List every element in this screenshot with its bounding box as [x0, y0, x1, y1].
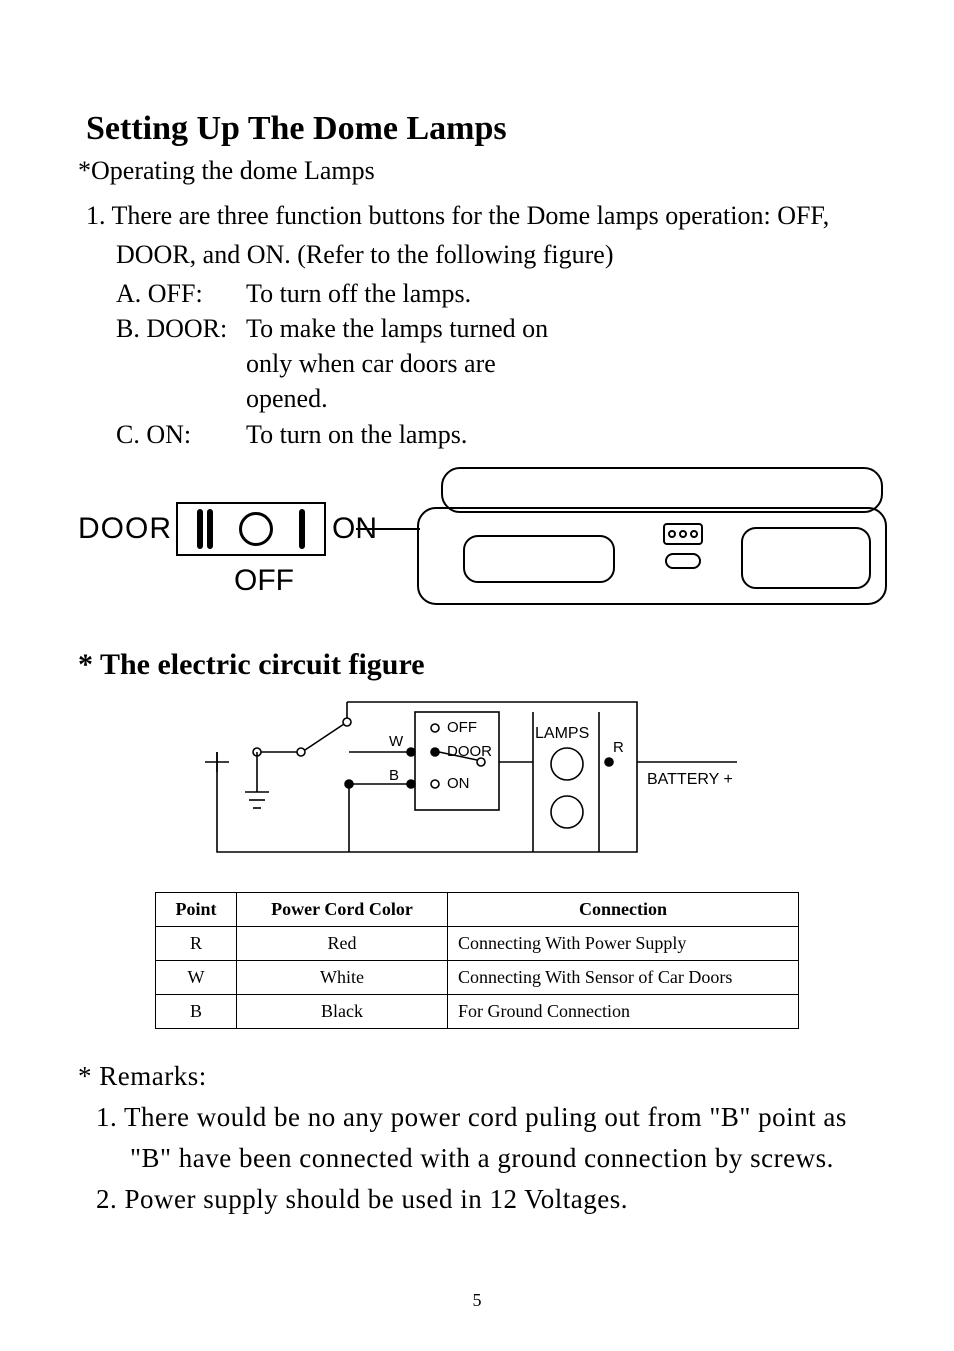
cell-color: Black	[237, 994, 448, 1028]
cord-table: Point Power Cord Color Connection R Red …	[155, 892, 799, 1029]
function-on-text: To turn on the lamps.	[246, 417, 876, 452]
cell-color: White	[237, 960, 448, 994]
table-row: W White Connecting With Sensor of Car Do…	[156, 960, 799, 994]
page: Setting Up The Dome Lamps *Operating the…	[0, 0, 954, 1351]
function-on: C. ON: To turn on the lamps.	[116, 417, 876, 452]
panel-diagram	[412, 458, 892, 608]
circuit-label-door: DOOR	[447, 743, 492, 760]
circuit-label-battery: BATTERY +	[647, 771, 733, 788]
page-title: Setting Up The Dome Lamps	[86, 110, 876, 148]
circuit-label-w: W	[389, 733, 404, 750]
cell-color: Red	[237, 926, 448, 960]
table-row: R Red Connecting With Power Supply	[156, 926, 799, 960]
circuit-heading: * The electric circuit figure	[78, 648, 876, 682]
switch-on-bar-icon	[299, 509, 305, 549]
switch-box	[176, 502, 326, 556]
circuit-diagram: OFF DOOR ON W B LAMPS R BATTERY +	[197, 692, 757, 872]
circuit-label-lamps: LAMPS	[535, 725, 589, 742]
remarks-item-1-line-1: 1. There would be no any power cord puli…	[96, 1098, 876, 1137]
page-number: 5	[0, 1290, 954, 1311]
function-off-text: To turn off the lamps.	[246, 276, 876, 311]
cell-connection: Connecting With Power Supply	[448, 926, 799, 960]
th-point: Point	[156, 892, 237, 926]
cell-point: W	[156, 960, 237, 994]
switch-door-label: DOOR	[78, 512, 172, 546]
operating-subtitle: *Operating the dome Lamps	[78, 156, 876, 186]
circuit-label-b: B	[389, 767, 399, 784]
switch-off-label: OFF	[234, 564, 294, 598]
switch-figure: DOOR ON OFF	[78, 458, 876, 628]
function-door-text-1: To make the lamps turned on	[246, 311, 876, 346]
switch-connector-line	[356, 528, 420, 530]
cell-point: B	[156, 994, 237, 1028]
circuit-label-off: OFF	[447, 719, 477, 736]
switch-off-circle-icon	[239, 512, 273, 546]
remarks-item-2-line-1: 2. Power supply should be used in 12 Vol…	[96, 1180, 876, 1219]
intro-line-1: 1. There are three function buttons for …	[86, 198, 876, 233]
intro-line-2: DOOR, and ON. (Refer to the following fi…	[116, 237, 876, 272]
function-door-text-2: only when car doors are	[246, 346, 876, 381]
switch-left-group: DOOR ON	[78, 502, 377, 556]
function-door-text: To make the lamps turned on only when ca…	[246, 311, 876, 416]
cord-table-wrap: Point Power Cord Color Connection R Red …	[78, 892, 876, 1029]
function-door-label: B. DOOR:	[116, 311, 246, 416]
circuit-label-on: ON	[447, 775, 470, 792]
circuit-label-r: R	[613, 739, 624, 756]
remarks-heading: * Remarks:	[78, 1061, 876, 1092]
table-header-row: Point Power Cord Color Connection	[156, 892, 799, 926]
function-on-label: C. ON:	[116, 417, 246, 452]
function-off-label: A. OFF:	[116, 276, 246, 311]
th-color: Power Cord Color	[237, 892, 448, 926]
cell-point: R	[156, 926, 237, 960]
table-row: B Black For Ground Connection	[156, 994, 799, 1028]
switch-door-bars-icon	[197, 509, 213, 549]
remarks-item-1-line-2: "B" have been connected with a ground co…	[130, 1139, 876, 1178]
th-connection: Connection	[448, 892, 799, 926]
cell-connection: For Ground Connection	[448, 994, 799, 1028]
function-door: B. DOOR: To make the lamps turned on onl…	[116, 311, 876, 416]
function-door-text-3: opened.	[246, 381, 876, 416]
circuit-figure-wrap: OFF DOOR ON W B LAMPS R BATTERY +	[78, 692, 876, 872]
cell-connection: Connecting With Sensor of Car Doors	[448, 960, 799, 994]
function-off: A. OFF: To turn off the lamps.	[116, 276, 876, 311]
function-list: A. OFF: To turn off the lamps. B. DOOR: …	[116, 276, 876, 451]
